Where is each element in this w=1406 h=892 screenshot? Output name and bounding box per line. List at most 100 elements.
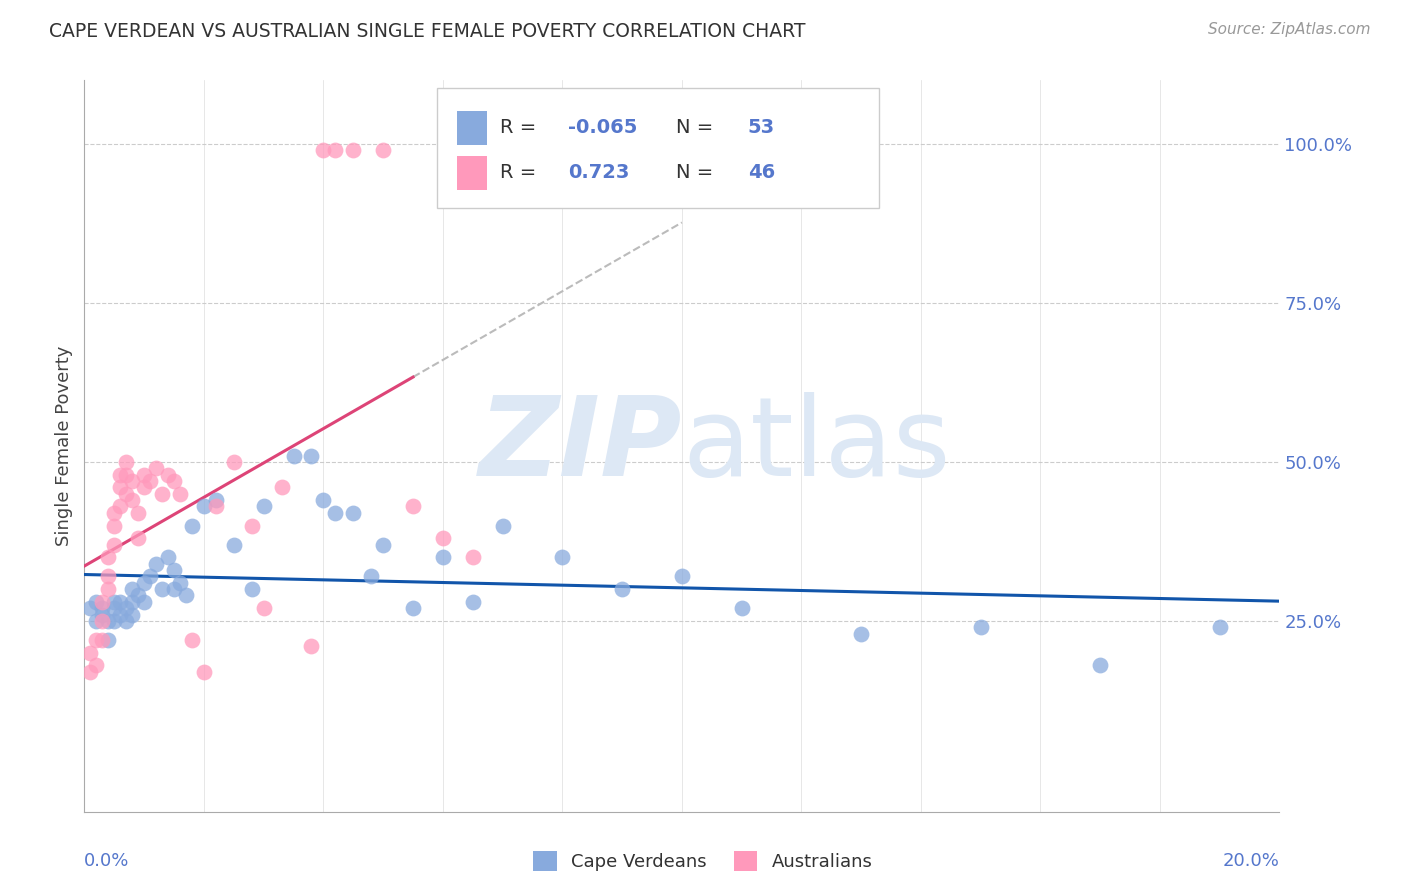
Text: N =: N = — [676, 118, 720, 137]
Point — [97, 632, 120, 647]
Point — [103, 538, 125, 552]
Point — [110, 500, 132, 514]
Text: R =: R = — [501, 118, 543, 137]
Point — [121, 595, 143, 609]
Point — [325, 506, 347, 520]
Point — [91, 614, 114, 628]
Point — [240, 582, 263, 596]
Point — [193, 500, 215, 514]
Text: 53: 53 — [748, 118, 775, 137]
Point — [110, 480, 132, 494]
Point — [253, 500, 276, 514]
Point — [181, 518, 204, 533]
Point — [1209, 620, 1232, 634]
Point — [110, 467, 132, 482]
Legend: Cape Verdeans, Australians: Cape Verdeans, Australians — [526, 844, 880, 879]
Point — [139, 474, 162, 488]
Point — [86, 614, 108, 628]
Bar — [457, 111, 486, 145]
Point — [731, 601, 754, 615]
Point — [132, 595, 156, 609]
Point — [222, 455, 245, 469]
Point — [150, 486, 173, 500]
Point — [312, 143, 335, 157]
Point — [145, 461, 167, 475]
Point — [342, 506, 364, 520]
Point — [240, 518, 263, 533]
Point — [671, 569, 693, 583]
Point — [97, 569, 120, 583]
Point — [342, 143, 364, 157]
Point — [97, 550, 120, 565]
Point — [145, 557, 167, 571]
Point — [115, 455, 138, 469]
Point — [461, 595, 484, 609]
Point — [312, 493, 335, 508]
Point — [115, 486, 138, 500]
Point — [169, 575, 191, 590]
Point — [432, 531, 454, 545]
Point — [115, 601, 138, 615]
Text: N =: N = — [676, 163, 720, 182]
Y-axis label: Single Female Poverty: Single Female Poverty — [55, 346, 73, 546]
Text: Source: ZipAtlas.com: Source: ZipAtlas.com — [1208, 22, 1371, 37]
Point — [360, 569, 382, 583]
Point — [205, 500, 228, 514]
Point — [373, 143, 395, 157]
Text: 0.723: 0.723 — [568, 163, 630, 182]
Point — [97, 614, 120, 628]
Text: 0.0%: 0.0% — [84, 852, 129, 870]
Point — [127, 506, 149, 520]
Point — [402, 601, 425, 615]
Point — [373, 538, 395, 552]
Point — [110, 595, 132, 609]
Text: CAPE VERDEAN VS AUSTRALIAN SINGLE FEMALE POVERTY CORRELATION CHART: CAPE VERDEAN VS AUSTRALIAN SINGLE FEMALE… — [49, 22, 806, 41]
Point — [86, 632, 108, 647]
Point — [91, 607, 114, 622]
Point — [492, 518, 515, 533]
Point — [1090, 658, 1112, 673]
Text: R =: R = — [501, 163, 548, 182]
Point — [270, 480, 292, 494]
Point — [91, 601, 114, 615]
Point — [103, 506, 125, 520]
Point — [79, 601, 101, 615]
Point — [91, 595, 114, 609]
Point — [612, 582, 634, 596]
Point — [86, 595, 108, 609]
Point — [283, 449, 305, 463]
Point — [301, 449, 323, 463]
Text: ZIP: ZIP — [478, 392, 682, 500]
Point — [301, 640, 323, 654]
Point — [127, 531, 149, 545]
Text: 20.0%: 20.0% — [1223, 852, 1279, 870]
Point — [97, 582, 120, 596]
Point — [103, 614, 125, 628]
Point — [157, 550, 180, 565]
Point — [181, 632, 204, 647]
Point — [222, 538, 245, 552]
Point — [132, 467, 156, 482]
Point — [970, 620, 993, 634]
Point — [132, 480, 156, 494]
Point — [121, 493, 143, 508]
Point — [551, 550, 574, 565]
Point — [103, 518, 125, 533]
Point — [91, 632, 114, 647]
Point — [402, 500, 425, 514]
Point — [127, 589, 149, 603]
Point — [139, 569, 162, 583]
Point — [432, 550, 454, 565]
Point — [461, 550, 484, 565]
Point — [103, 601, 125, 615]
Point — [86, 658, 108, 673]
Text: -0.065: -0.065 — [568, 118, 638, 137]
Point — [132, 575, 156, 590]
Point — [205, 493, 228, 508]
Point — [253, 601, 276, 615]
Point — [157, 467, 180, 482]
Point — [169, 486, 191, 500]
Point — [115, 467, 138, 482]
Point — [193, 665, 215, 679]
Point — [121, 607, 143, 622]
